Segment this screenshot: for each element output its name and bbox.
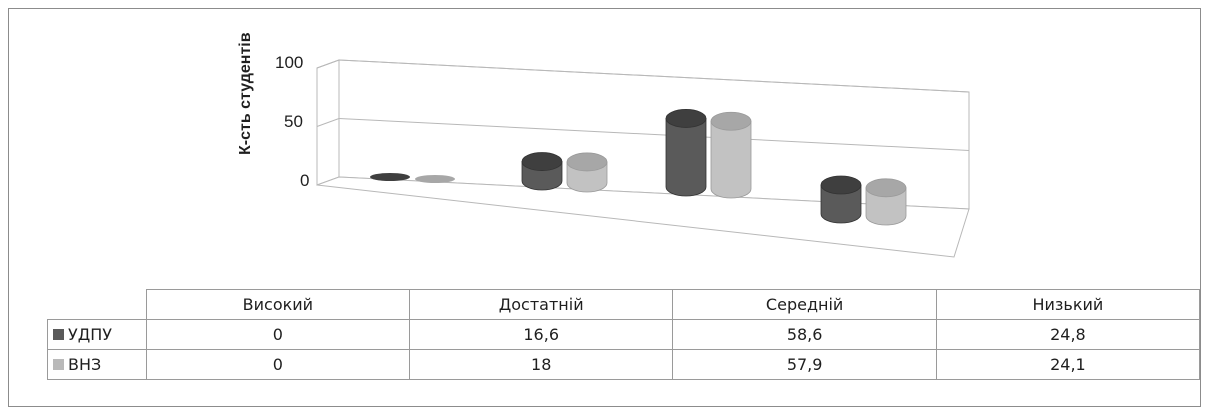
data-table: Високий Достатній Середній Низький УДПУ …	[47, 289, 1201, 380]
bar-top	[865, 178, 907, 198]
legend-key	[53, 329, 64, 340]
legend-entry: ВНЗ	[47, 349, 147, 380]
bar-top	[415, 175, 455, 183]
table-row: УДПУ 0 16,6 58,6 24,8	[47, 319, 1201, 350]
category-label: Середній	[672, 289, 937, 320]
bar-body	[710, 120, 752, 199]
bar	[415, 175, 455, 183]
y-tick-label: 100	[275, 53, 304, 72]
data-label: 24,8	[935, 319, 1201, 350]
gridline	[316, 118, 340, 127]
bar	[521, 152, 563, 191]
chart-bars	[370, 109, 907, 226]
data-label: 18	[408, 349, 674, 380]
category-label: Високий	[145, 289, 410, 320]
bar-top	[710, 111, 752, 131]
bar	[820, 175, 862, 224]
bar	[710, 111, 752, 199]
bar-top	[370, 173, 410, 181]
bar-body	[865, 187, 907, 226]
data-label: 0	[145, 349, 410, 380]
bar-body	[820, 184, 862, 224]
bar	[566, 152, 608, 193]
data-label: 24,1	[935, 349, 1201, 380]
gridline	[338, 118, 970, 151]
bar	[370, 173, 410, 181]
bar-top	[665, 109, 707, 128]
series-name: УДПУ	[68, 325, 113, 344]
data-label: 16,6	[408, 319, 674, 350]
chart-floor	[316, 176, 970, 258]
series-name: ВНЗ	[68, 355, 102, 374]
bar	[665, 109, 707, 197]
y-tick-label: 50	[284, 112, 303, 131]
table-header-row: Високий Достатній Середній Низький	[47, 289, 1201, 320]
y-axis-title: К-сть студентів	[237, 32, 254, 155]
bar-top	[820, 175, 862, 195]
category-label: Достатній	[408, 289, 674, 320]
gridline	[316, 59, 340, 69]
chart-walls	[316, 59, 970, 258]
table-row: ВНЗ 0 18 57,9 24,1	[47, 349, 1201, 380]
category-label: Низький	[935, 289, 1201, 320]
legend-key	[53, 359, 64, 370]
gridline	[338, 59, 970, 93]
data-label: 58,6	[672, 319, 937, 350]
bar	[865, 178, 907, 226]
chart-area: К-сть студентів 0 50 100 Високий Достатн…	[8, 8, 1201, 407]
bar-top	[566, 152, 608, 172]
chart-plot	[316, 59, 970, 258]
legend-entry: УДПУ	[47, 319, 147, 350]
bar-body	[665, 118, 707, 197]
y-tick-label: 0	[300, 171, 310, 190]
data-label: 0	[145, 319, 410, 350]
data-label: 57,9	[672, 349, 937, 380]
bar-top	[521, 152, 563, 171]
